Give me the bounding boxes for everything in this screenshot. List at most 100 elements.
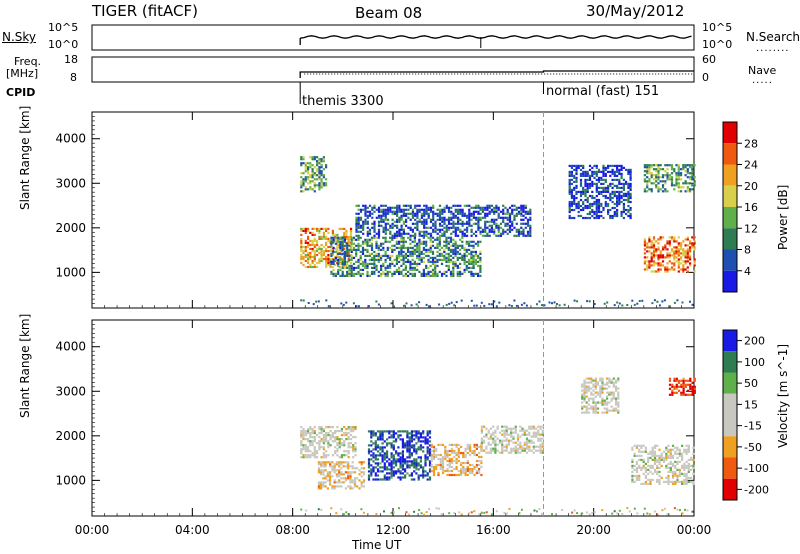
echo-cell	[373, 264, 376, 267]
echo-cell	[671, 462, 675, 465]
echo-cell	[426, 440, 429, 443]
echo-cell	[317, 485, 320, 488]
echo-cell	[579, 164, 583, 167]
echo-cell	[613, 172, 616, 175]
echo-cell	[457, 228, 460, 231]
echo-cell	[595, 166, 598, 169]
echo-cell	[693, 242, 696, 245]
echo-cell	[366, 248, 369, 251]
echo-cell	[332, 258, 335, 261]
echo-cell	[675, 184, 678, 187]
echo-cell	[649, 478, 652, 481]
echo-cell	[384, 224, 387, 227]
echo-cell	[322, 471, 325, 474]
echo-cell	[386, 452, 389, 455]
echo-cell	[454, 230, 457, 233]
echo-cell	[617, 405, 620, 408]
echo-cell	[366, 244, 369, 247]
echo-cell	[302, 430, 305, 433]
echo-cell	[434, 212, 437, 215]
echo-cell	[665, 446, 668, 449]
echo-cell	[539, 449, 542, 452]
echo-cell	[461, 208, 464, 211]
echo-cell	[616, 512, 619, 515]
echo-cell	[438, 210, 442, 213]
echo-cell	[541, 425, 544, 428]
echo-cell	[425, 244, 428, 247]
echo-cell	[410, 430, 413, 433]
echo-cell	[349, 430, 353, 433]
echo-cell	[352, 456, 355, 459]
echo-cell	[523, 433, 526, 436]
echo-cell	[450, 210, 453, 213]
echo-cell	[322, 454, 325, 457]
echo-cell	[646, 242, 649, 245]
echo-cell	[340, 508, 343, 511]
echo-cell	[311, 188, 314, 191]
echo-cell	[392, 458, 395, 461]
echo-cell	[573, 208, 576, 212]
echo-cell	[642, 444, 645, 447]
echo-cell	[581, 395, 584, 398]
echo-cell	[386, 240, 389, 243]
echo-cell	[570, 188, 573, 191]
echo-cell	[379, 448, 382, 451]
echo-cell	[318, 182, 321, 185]
echo-cell	[662, 450, 666, 453]
echo-cell	[516, 435, 520, 438]
echo-cell	[681, 444, 684, 447]
echo-cell	[309, 239, 312, 242]
echo-cell	[386, 444, 389, 447]
echo-cell	[452, 242, 455, 245]
echo-cell	[659, 176, 662, 179]
echo-cell	[670, 262, 674, 265]
echo-cell	[437, 453, 440, 457]
echo-cell	[522, 204, 525, 207]
echo-cell	[383, 446, 386, 449]
echo-cell	[377, 216, 381, 219]
echo-cell	[466, 451, 469, 455]
echo-cell	[406, 436, 409, 439]
echo-cell	[384, 214, 387, 217]
echo-cell	[351, 461, 354, 464]
echo-cell	[377, 210, 381, 213]
echo-cell	[402, 238, 405, 241]
echo-cell	[382, 248, 385, 251]
echo-cell	[334, 250, 337, 253]
echo-cell	[459, 272, 462, 275]
echo-cell	[452, 256, 455, 259]
echo-cell	[313, 450, 316, 453]
echo-cell	[441, 459, 445, 463]
echo-cell	[671, 454, 675, 457]
echo-cell	[448, 449, 451, 453]
echo-cell	[368, 210, 372, 213]
echo-cell	[311, 172, 314, 175]
echo-cell	[429, 206, 433, 209]
echo-cell	[668, 164, 671, 167]
echo-cell	[582, 186, 585, 189]
echo-cell	[680, 248, 683, 251]
echo-cell	[512, 441, 515, 444]
echo-cell	[373, 224, 376, 227]
echo-cell	[474, 260, 477, 263]
echo-cell	[595, 172, 598, 175]
echo-cell	[461, 224, 464, 227]
echo-cell	[631, 464, 634, 467]
echo-cell	[508, 226, 512, 229]
echo-cell	[676, 474, 679, 477]
echo-cell	[373, 222, 376, 225]
echo-cell	[320, 251, 323, 255]
echo-cell	[678, 450, 681, 453]
echo-cell	[622, 208, 625, 212]
echo-cell	[347, 442, 350, 445]
echo-cell	[346, 262, 349, 265]
echo-cell	[384, 228, 387, 231]
echo-cell	[650, 270, 653, 273]
echo-cell	[414, 218, 417, 221]
echo-cell	[618, 172, 621, 175]
echo-cell	[411, 216, 414, 219]
echo-cell	[342, 465, 345, 468]
echo-cell	[454, 250, 457, 253]
echo-cell	[612, 391, 615, 394]
echo-cell	[648, 240, 651, 243]
